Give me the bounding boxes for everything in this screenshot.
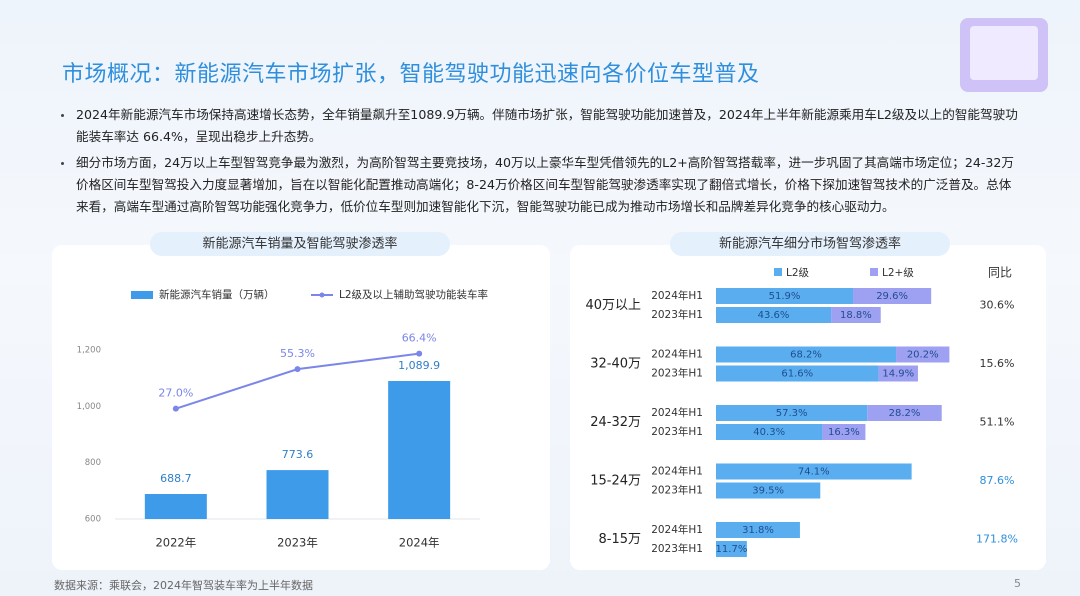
bar-segment: [716, 463, 912, 480]
bar-segment: [716, 307, 832, 323]
group-label: 8-15万: [598, 532, 641, 547]
x-tick-label: 2023年: [277, 536, 318, 550]
data-label: 68.2%: [790, 350, 822, 361]
data-label: 31.8%: [742, 525, 774, 536]
row-label: 2024年H1: [651, 289, 703, 302]
row-label: 2023年H1: [651, 542, 703, 555]
legend-label: L2级: [786, 267, 810, 279]
row-label: 2024年H1: [651, 523, 703, 536]
bar-segment: [822, 424, 866, 440]
group-label: 15-24万: [590, 474, 641, 489]
bullet: 细分市场方面，24万以上车型智驾竞争最为激烈，为高阶智驾主要竞技场，40万以上豪…: [58, 152, 1018, 218]
row-label: 2023年H1: [651, 367, 703, 380]
bar-segment: [831, 307, 881, 323]
legend-label: L2级及以上辅助驾驶功能装车率: [339, 288, 488, 301]
group-label: 32-40万: [590, 357, 641, 372]
bar-segment: [853, 288, 932, 304]
y-tick-label: 600: [85, 515, 101, 525]
row-label: 2023年H1: [651, 484, 703, 497]
bar-segment: [716, 365, 879, 382]
data-label: 14.9%: [882, 369, 914, 380]
bar-segment: [716, 482, 821, 499]
data-label: 688.7: [160, 472, 192, 485]
data-label: 43.6%: [758, 310, 790, 321]
bar-segment: [716, 288, 854, 304]
y-tick-label: 1,200: [77, 346, 101, 356]
bar: [388, 381, 451, 519]
bar-segment: [896, 346, 950, 363]
data-label: 29.6%: [876, 291, 908, 302]
row-label: 2023年H1: [651, 425, 703, 438]
x-tick-label: 2024年: [399, 536, 440, 550]
yoy-label: 30.6%: [980, 299, 1015, 312]
yoy-label: 87.6%: [980, 474, 1015, 487]
bullet-list: 2024年新能源汽车市场保持高速增长态势，全年销量飙升至1089.9万辆。伴随市…: [58, 104, 1018, 222]
data-label: 66.4%: [402, 332, 437, 345]
data-label: 18.8%: [840, 310, 872, 321]
chart-title: 新能源汽车销量及智能驾驶渗透率: [202, 236, 397, 252]
bar-segment: [716, 346, 897, 363]
row-label: 2023年H1: [651, 308, 703, 321]
slide-title: 市场概况：新能源汽车市场扩张，智能驾驶功能迅速向各价位车型普及: [62, 62, 760, 87]
data-label: 57.3%: [776, 408, 808, 419]
data-label: 28.2%: [889, 408, 921, 419]
yoy-header: 同比: [988, 266, 1012, 280]
line-marker: [416, 350, 423, 357]
left-panel-header: [150, 232, 450, 256]
bar-segment: [716, 522, 800, 538]
legend-swatch: [870, 268, 878, 276]
data-label: 11.7%: [716, 544, 748, 555]
bar-segment: [716, 541, 747, 557]
data-label: 16.3%: [828, 427, 860, 438]
data-label: 20.2%: [907, 350, 939, 361]
data-label: 1,089.9: [398, 359, 440, 372]
bar-segment: [716, 424, 823, 440]
legend-marker: [319, 292, 325, 298]
yoy-label: 171.8%: [976, 533, 1018, 546]
group-label: 40万以上: [585, 298, 641, 313]
data-label: 51.9%: [769, 291, 801, 302]
data-label: 39.5%: [752, 486, 784, 497]
y-tick-label: 1,000: [77, 402, 101, 412]
data-label: 27.0%: [158, 387, 193, 400]
bar-segment: [878, 365, 918, 382]
y-tick-label: 800: [85, 458, 101, 468]
row-label: 2024年H1: [651, 348, 703, 361]
data-label: 61.6%: [781, 369, 813, 380]
bar: [144, 494, 207, 519]
group-label: 24-32万: [590, 415, 641, 430]
yoy-label: 15.6%: [980, 357, 1015, 370]
legend-swatch: [774, 268, 782, 276]
legend-swatch: [131, 291, 153, 299]
right-panel-header: [670, 232, 950, 256]
x-tick-label: 2022年: [155, 536, 196, 550]
bar-segment: [716, 405, 868, 421]
bar: [266, 470, 329, 519]
source-note: 数据来源：乘联会，2024年智驾装车率为上半年数据: [54, 579, 313, 592]
row-label: 2024年H1: [651, 406, 703, 419]
yoy-label: 51.1%: [980, 416, 1015, 429]
chart-title: 新能源汽车细分市场智驾渗透率: [719, 236, 901, 252]
data-label: 74.1%: [798, 467, 830, 478]
decor-screen: [970, 26, 1038, 80]
line-marker: [294, 366, 301, 373]
page-number: 5: [1014, 577, 1021, 590]
data-label: 773.6: [282, 448, 314, 461]
legend-label: 新能源汽车销量（万辆）: [159, 288, 275, 301]
data-label: 55.3%: [280, 347, 315, 360]
bullet: 2024年新能源汽车市场保持高速增长态势，全年销量飙升至1089.9万辆。伴随市…: [58, 104, 1018, 148]
bar-segment: [867, 405, 942, 421]
line-marker: [172, 405, 179, 412]
row-label: 2024年H1: [651, 465, 703, 478]
legend-label: L2+级: [882, 267, 914, 279]
data-label: 40.3%: [753, 427, 785, 438]
